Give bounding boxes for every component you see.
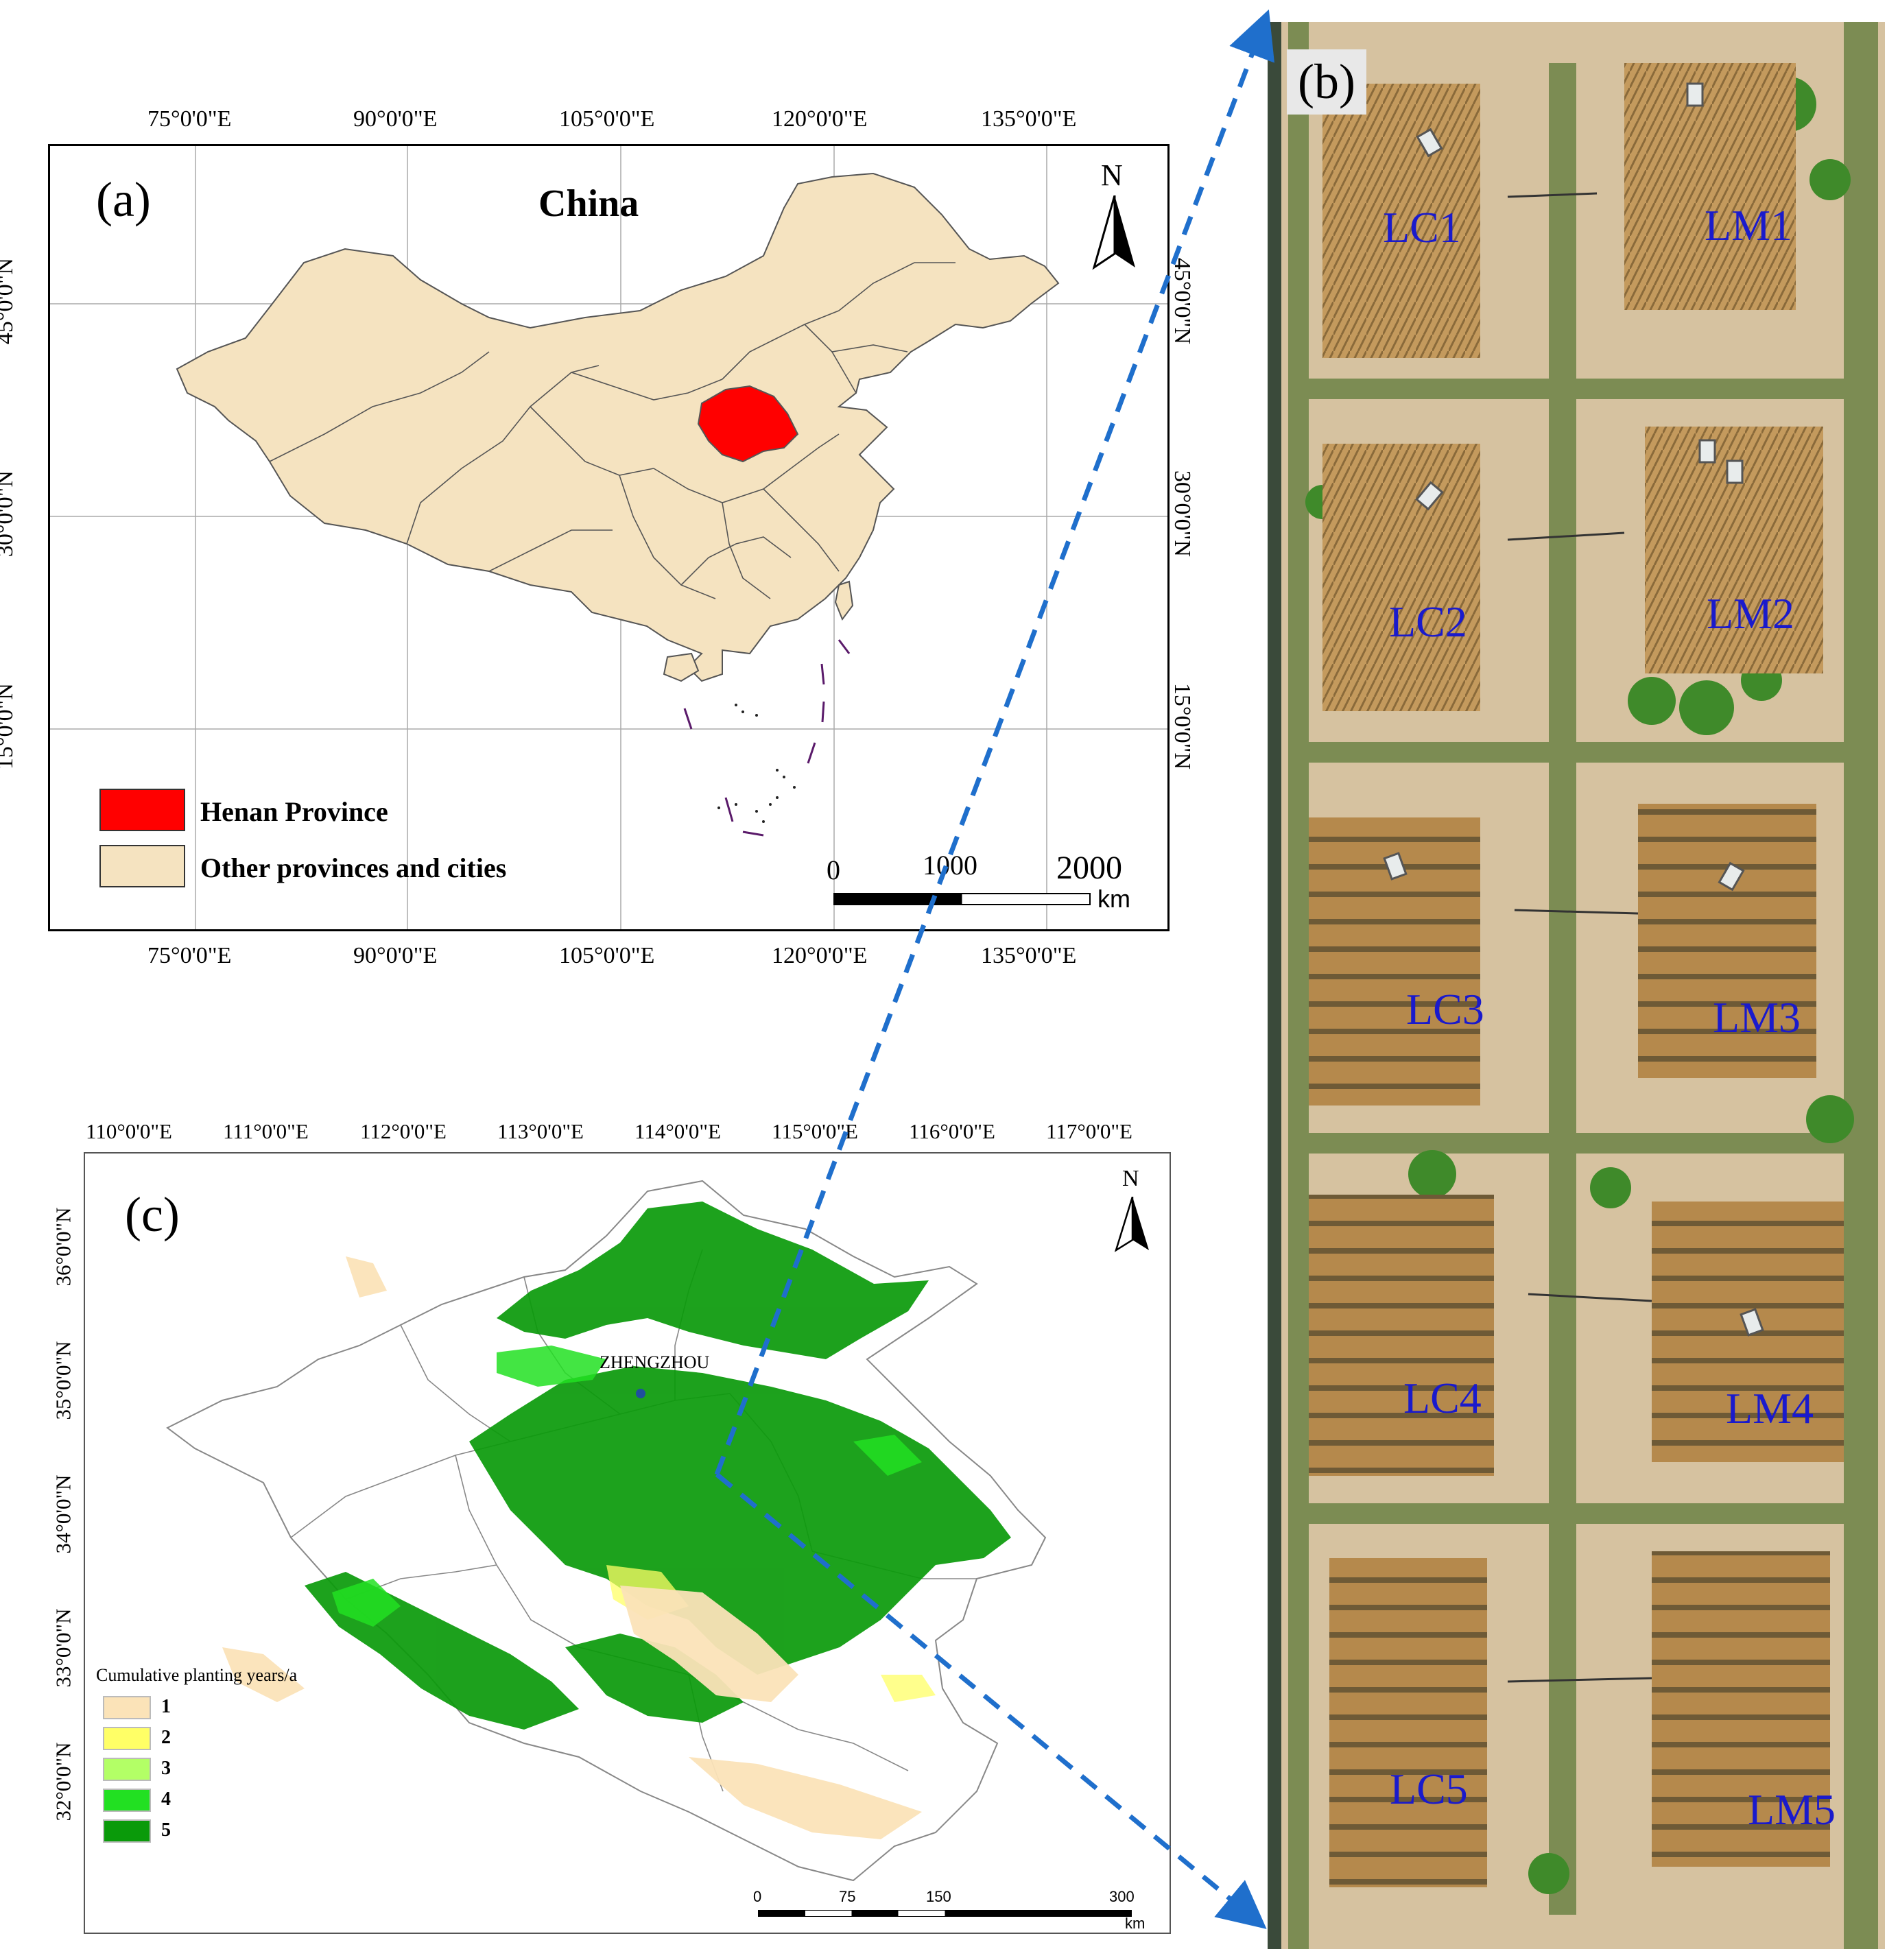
china-land <box>176 172 1060 682</box>
plot-label-lc4: LC4 <box>1403 1374 1482 1422</box>
legend-swatch-henan <box>99 789 185 831</box>
north-arrow-icon <box>1115 1197 1149 1252</box>
scale-tick: 150 <box>926 1888 951 1905</box>
lat-tick: 33°0'0"N <box>51 1608 75 1688</box>
panel-a-title: China <box>538 182 639 225</box>
lon-tick-bottom: 105°0'0"E <box>559 943 655 968</box>
plot-lc4-field <box>1309 1195 1494 1476</box>
lon-tick: 115°0'0"E <box>772 1119 858 1143</box>
lat-tick-right: 45°0'0"N <box>1170 257 1196 345</box>
scale-bar <box>758 1910 1132 1917</box>
lat-tick-right: 15°0'0"N <box>1170 682 1196 770</box>
plot-lc2-field <box>1322 444 1480 711</box>
zhengzhou-marker <box>636 1389 645 1398</box>
plot-label-lm1: LM1 <box>1705 201 1792 250</box>
legend-label-henan: Henan Province <box>200 796 388 827</box>
lon-tick: 111°0'0"E <box>223 1119 309 1143</box>
lat-tick-left: 15°0'0"N <box>0 682 19 770</box>
panel-c: 110°0'0"E 111°0'0"E 112°0'0"E 113°0'0"E … <box>0 1097 1207 1955</box>
panel-a: 75°0'0"E 90°0'0"E 105°0'0"E 120°0'0"E 13… <box>0 0 1207 988</box>
plot-label-lc1: LC1 <box>1383 203 1461 252</box>
lon-tick: 114°0'0"E <box>634 1119 721 1143</box>
legend-swatch-1 <box>103 1696 151 1719</box>
lat-tick: 34°0'0"N <box>51 1474 75 1554</box>
lat-tick: 32°0'0"N <box>51 1742 75 1821</box>
legend-swatch-4 <box>103 1789 151 1812</box>
vegetation <box>1288 22 1878 1949</box>
plot-label-lc5: LC5 <box>1390 1765 1468 1813</box>
plot-lm1-field <box>1624 63 1796 310</box>
irrigation-pipes <box>1507 192 1652 1683</box>
legend-label-1: 1 <box>161 1696 171 1717</box>
lon-tick-bottom: 75°0'0"E <box>147 943 232 968</box>
panel-a-label: (a) <box>96 172 151 227</box>
lon-tick-bottom: 90°0'0"E <box>353 943 438 968</box>
left-edge-strip <box>1268 22 1281 1949</box>
scale-bar <box>833 893 1091 905</box>
lat-tick-right: 30°0'0"N <box>1170 470 1196 558</box>
legend-label-5: 5 <box>161 1819 171 1841</box>
henan-map-frame: ZHENGZHOU <box>84 1152 1171 1934</box>
panel-b-aerial-photo: (b) LC1 LM1 LC2 LM2 LC3 LM3 LC4 LM4 LC5 … <box>1268 22 1885 1949</box>
north-label: N <box>1122 1166 1139 1191</box>
legend-swatch-2 <box>103 1727 151 1750</box>
legend-label-4: 4 <box>161 1789 171 1810</box>
lon-tick-top: 75°0'0"E <box>147 106 232 132</box>
plot-lc5-field <box>1329 1558 1487 1887</box>
plot-label-lc3: LC3 <box>1406 985 1484 1033</box>
plot-lm5-field <box>1652 1551 1830 1867</box>
plot-lc1-field <box>1322 84 1480 358</box>
lon-tick: 117°0'0"E <box>1046 1119 1132 1143</box>
lon-tick: 110°0'0"E <box>86 1119 172 1143</box>
panel-c-label: (c) <box>125 1187 180 1242</box>
lon-tick-bottom: 135°0'0"E <box>981 943 1077 968</box>
legend-label-other: Other provinces and cities <box>200 852 507 883</box>
scale-tick: 2000 <box>1056 850 1122 886</box>
lon-tick-top: 120°0'0"E <box>772 106 868 132</box>
sensor-panels <box>1383 82 1764 1337</box>
lon-tick: 112°0'0"E <box>360 1119 447 1143</box>
north-label: N <box>1101 158 1123 192</box>
scale-unit: km <box>1097 885 1130 913</box>
plot-label-lm2: LM2 <box>1707 589 1794 638</box>
field-photo <box>1268 22 1885 1949</box>
legend-label-3: 3 <box>161 1758 171 1779</box>
scale-tick: 300 <box>1109 1888 1135 1905</box>
sea-islands <box>717 704 796 823</box>
plot-label-lm3: LM3 <box>1713 993 1801 1042</box>
scale-tick: 75 <box>839 1888 856 1905</box>
lat-tick-left: 45°0'0"N <box>0 257 19 345</box>
lat-tick-left: 30°0'0"N <box>0 470 19 558</box>
legend-title: Cumulative planting years/a <box>96 1665 298 1685</box>
legend-swatch-other <box>99 845 185 887</box>
plot-label-lm5: LM5 <box>1748 1785 1836 1834</box>
legend-label-2: 2 <box>161 1727 171 1748</box>
legend-swatch-3 <box>103 1758 151 1781</box>
lat-tick: 35°0'0"N <box>51 1341 75 1420</box>
scale-tick: 0 <box>753 1888 762 1905</box>
lon-tick-top: 90°0'0"E <box>353 106 438 132</box>
north-arrow-icon <box>1092 195 1135 270</box>
lat-tick: 36°0'0"N <box>51 1207 75 1287</box>
scale-tick: 0 <box>827 854 840 885</box>
lon-tick: 116°0'0"E <box>909 1119 995 1143</box>
plot-label-lc2: LC2 <box>1389 597 1467 646</box>
lon-tick-top: 105°0'0"E <box>559 106 655 132</box>
city-label-zhengzhou: ZHENGZHOU <box>600 1352 710 1372</box>
plot-lm3-field <box>1638 804 1816 1078</box>
scale-unit: km <box>1125 1915 1146 1932</box>
hainan-island <box>663 652 700 682</box>
lon-tick-bottom: 120°0'0"E <box>772 943 868 968</box>
plot-label-lm4: LM4 <box>1726 1384 1814 1433</box>
lon-tick: 113°0'0"E <box>497 1119 584 1143</box>
panel-b-label: (b) <box>1287 49 1366 115</box>
henan-map <box>166 1180 1047 1882</box>
legend-swatch-5 <box>103 1819 151 1843</box>
lon-tick-top: 135°0'0"E <box>981 106 1077 132</box>
taiwan-island <box>834 580 854 621</box>
scale-tick: 1000 <box>923 850 977 881</box>
